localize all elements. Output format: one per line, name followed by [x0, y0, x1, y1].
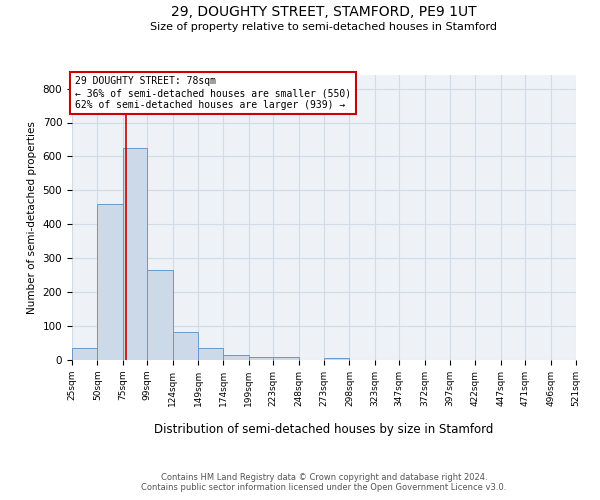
Text: Contains public sector information licensed under the Open Government Licence v3: Contains public sector information licen… [142, 482, 506, 492]
Bar [273, 356, 299, 360]
Text: 29 DOUGHTY STREET: 78sqm
← 36% of semi-detached houses are smaller (550)
62% of : 29 DOUGHTY STREET: 78sqm ← 36% of semi-d… [74, 76, 350, 110]
Bar [72, 348, 97, 360]
Text: 29, DOUGHTY STREET, STAMFORD, PE9 1UT: 29, DOUGHTY STREET, STAMFORD, PE9 1UT [171, 5, 477, 19]
Text: Size of property relative to semi-detached houses in Stamford: Size of property relative to semi-detach… [151, 22, 497, 32]
Bar [173, 332, 198, 360]
Bar [97, 204, 123, 360]
Bar [249, 356, 273, 360]
Bar [147, 270, 173, 360]
Text: Contains HM Land Registry data © Crown copyright and database right 2024.: Contains HM Land Registry data © Crown c… [161, 472, 487, 482]
Y-axis label: Number of semi-detached properties: Number of semi-detached properties [27, 121, 37, 314]
Bar [123, 148, 147, 360]
Bar [198, 348, 223, 360]
Bar [223, 355, 249, 360]
Text: Distribution of semi-detached houses by size in Stamford: Distribution of semi-detached houses by … [154, 422, 494, 436]
Bar [324, 358, 349, 360]
